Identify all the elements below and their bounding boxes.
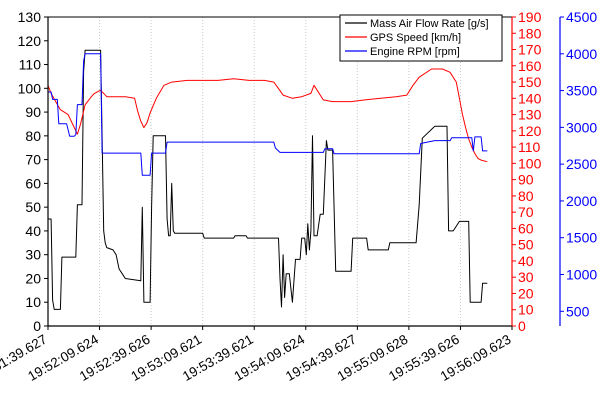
left-axis-tick-label: 40 bbox=[25, 223, 41, 239]
left-axis-tick-label: 50 bbox=[25, 199, 41, 215]
rpm-axis-tick-label: 4000 bbox=[566, 46, 597, 62]
speed-axis-tick-label: 130 bbox=[518, 107, 542, 123]
speed-axis-tick-label: 140 bbox=[518, 90, 542, 106]
left-axis-tick-label: 120 bbox=[18, 33, 42, 49]
left-axis-tick-label: 0 bbox=[33, 318, 41, 334]
left-axis-tick-label: 130 bbox=[18, 9, 42, 25]
left-axis-tick-label: 90 bbox=[25, 104, 41, 120]
series-line-0 bbox=[48, 49, 488, 310]
speed-axis-tick-label: 20 bbox=[518, 285, 534, 301]
left-axis-tick-label: 60 bbox=[25, 175, 41, 191]
grid-layer bbox=[99, 17, 461, 326]
speed-axis-tick-label: 170 bbox=[518, 42, 542, 58]
rpm-axis-tick-label: 3500 bbox=[566, 83, 597, 99]
rpm-axis-tick-label: 3000 bbox=[566, 119, 597, 135]
legend-label-2: Engine RPM [rpm] bbox=[370, 46, 460, 58]
rpm-axis-tick-label: 1500 bbox=[566, 230, 597, 246]
speed-axis-tick-label: 80 bbox=[518, 188, 534, 204]
axis-layer: 0102030405060708090100110120130010203040… bbox=[0, 9, 597, 384]
speed-axis-tick-label: 180 bbox=[518, 25, 542, 41]
speed-axis-tick-label: 50 bbox=[518, 237, 534, 253]
speed-axis-tick-label: 60 bbox=[518, 220, 534, 236]
left-axis-tick-label: 110 bbox=[19, 57, 42, 73]
speed-axis-tick-label: 160 bbox=[518, 58, 542, 74]
left-axis-tick-label: 20 bbox=[25, 270, 41, 286]
speed-axis-tick-label: 190 bbox=[518, 9, 542, 25]
legend: Mass Air Flow Rate [g/s] GPS Speed [km/h]… bbox=[339, 14, 503, 62]
left-axis-tick-label: 80 bbox=[25, 128, 41, 144]
legend-label-1: GPS Speed [km/h] bbox=[370, 32, 461, 44]
speed-axis-tick-label: 100 bbox=[518, 155, 542, 171]
rpm-axis-tick-label: 4500 bbox=[566, 9, 597, 25]
left-axis-tick-label: 70 bbox=[25, 152, 41, 168]
rpm-axis-tick-label: 2000 bbox=[566, 193, 597, 209]
series-line-1 bbox=[47, 68, 488, 163]
left-axis-tick-label: 30 bbox=[25, 247, 41, 263]
rpm-axis-tick-label: 500 bbox=[566, 303, 590, 319]
left-axis-tick-label: 10 bbox=[25, 294, 41, 310]
rpm-axis-tick-label: 2500 bbox=[566, 156, 597, 172]
series-line-2 bbox=[48, 53, 488, 176]
speed-axis-tick-label: 0 bbox=[518, 318, 526, 334]
speed-axis-tick-label: 30 bbox=[518, 269, 534, 285]
left-axis-tick-label: 100 bbox=[18, 80, 42, 96]
legend-label-0: Mass Air Flow Rate [g/s] bbox=[370, 18, 489, 30]
series-layer bbox=[47, 49, 488, 310]
speed-axis-tick-label: 70 bbox=[518, 204, 534, 220]
speed-axis-tick-label: 90 bbox=[518, 172, 534, 188]
speed-axis-tick-label: 120 bbox=[518, 123, 542, 139]
speed-axis-tick-label: 110 bbox=[518, 139, 541, 155]
speed-axis-tick-label: 40 bbox=[518, 253, 534, 269]
speed-axis-tick-label: 10 bbox=[518, 302, 534, 318]
speed-axis-tick-label: 150 bbox=[518, 74, 542, 90]
rpm-axis-tick-label: 1000 bbox=[566, 267, 597, 283]
